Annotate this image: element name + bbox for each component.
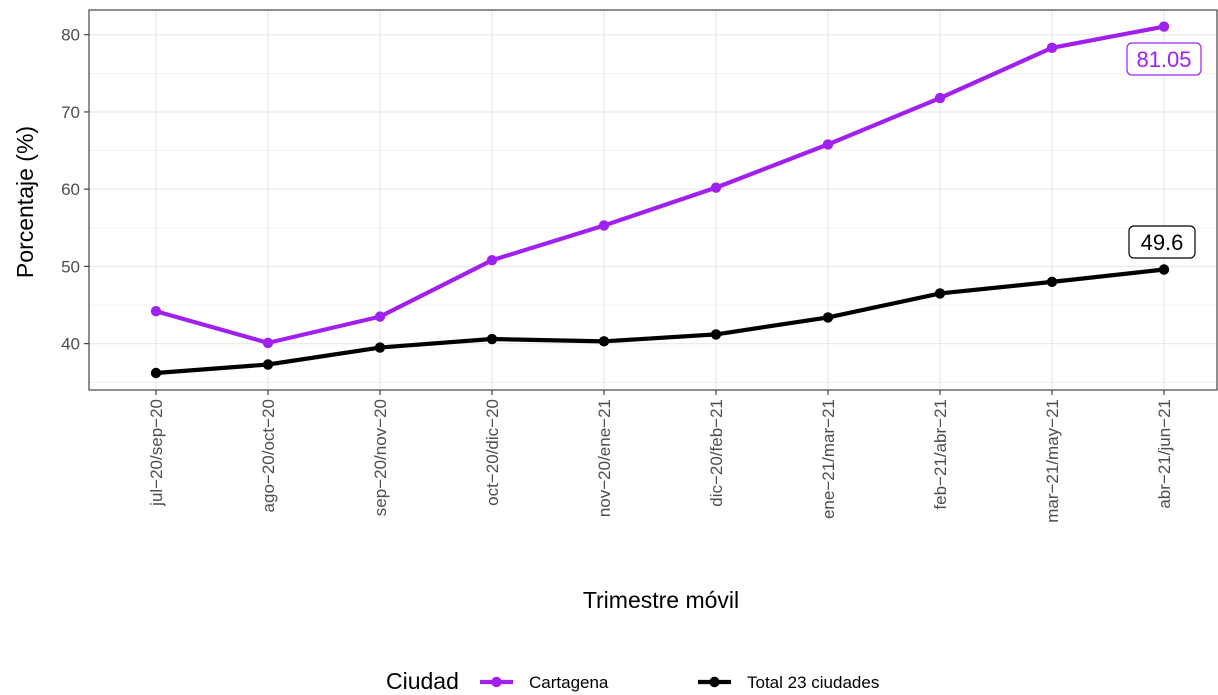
- data-point: [374, 342, 386, 353]
- data-point: [934, 92, 946, 104]
- legend-label: Total 23 ciudades: [747, 673, 879, 692]
- grid-minor: [89, 72, 1217, 383]
- x-tick-label: ago−20/oct−20: [259, 399, 278, 512]
- x-axis-title: Trimestre móvil: [583, 587, 739, 613]
- legend: Ciudad Cartagena Total 23 ciudades: [386, 668, 879, 694]
- legend-item-cartagena: Cartagena: [480, 673, 609, 692]
- end-label-box: [1128, 225, 1196, 259]
- legend-label: Cartagena: [529, 673, 609, 692]
- data-point: [598, 336, 610, 347]
- legend-key-point: [491, 676, 502, 688]
- data-point: [150, 367, 162, 379]
- data-point: [1046, 276, 1058, 288]
- y-tick-label: 50: [61, 257, 80, 276]
- x-tick-label: dic−20/feb−21: [707, 399, 726, 507]
- data-point: [486, 333, 498, 345]
- data-point: [486, 255, 498, 266]
- data-point: [934, 288, 946, 299]
- plot-panel-border: [88, 9, 1218, 391]
- series-total-23-ciudades: [150, 264, 1170, 379]
- end-label-box: [1126, 42, 1202, 76]
- series-line: [155, 24, 1165, 345]
- x-tick-label: nov−20/ene−21: [595, 399, 614, 517]
- x-axis: jul−20/sep−20 ago−20/oct−20 sep−20/nov−20 o…: [147, 390, 1174, 523]
- series-cartagena: [150, 21, 1170, 349]
- end-label-text: 49.6: [1141, 230, 1184, 255]
- grid-major: [89, 10, 1217, 390]
- data-point: [1158, 264, 1170, 275]
- x-tick-label: jul−20/sep−20: [147, 399, 166, 507]
- end-label-cartagena: 81.05: [1126, 42, 1202, 76]
- legend-item-total-23-ciudades: Total 23 ciudades: [698, 673, 879, 692]
- legend-items: Cartagena Total 23 ciudades: [480, 673, 879, 692]
- legend-title: Ciudad: [386, 668, 459, 694]
- end-label-total-23-ciudades: 49.6: [1128, 225, 1196, 259]
- data-point: [1158, 21, 1170, 32]
- data-point: [822, 312, 834, 323]
- y-axis: 40 50 60 70 80: [61, 26, 89, 354]
- data-point: [598, 220, 610, 231]
- data-point: [150, 306, 162, 317]
- x-tick-label: sep−20/nov−20: [371, 399, 390, 516]
- data-point: [822, 139, 834, 150]
- data-point: [374, 311, 386, 322]
- end-labels: 81.05 49.6: [1126, 42, 1202, 259]
- x-tick-label: ene−21/mar−21: [819, 399, 838, 519]
- y-tick-label: 80: [61, 26, 80, 45]
- series-line: [155, 267, 1165, 376]
- data-point: [1046, 42, 1058, 54]
- x-tick-label: oct−20/dic−20: [483, 399, 502, 506]
- series-layer: [150, 21, 1170, 379]
- legend-key-point: [709, 676, 720, 688]
- data-point: [262, 337, 274, 349]
- y-tick-label: 70: [61, 103, 80, 122]
- x-tick-label: abr−21/jun−21: [1155, 399, 1174, 509]
- y-tick-label: 60: [61, 180, 80, 199]
- end-label-text: 81.05: [1136, 47, 1191, 72]
- x-tick-label: mar−21/may−21: [1043, 399, 1062, 523]
- y-tick-label: 40: [61, 335, 80, 354]
- y-axis-title: Porcentaje (%): [12, 126, 38, 278]
- x-tick-label: feb−21/abr−21: [931, 399, 950, 510]
- data-point: [262, 359, 274, 370]
- data-point: [710, 182, 722, 193]
- data-point: [710, 329, 722, 340]
